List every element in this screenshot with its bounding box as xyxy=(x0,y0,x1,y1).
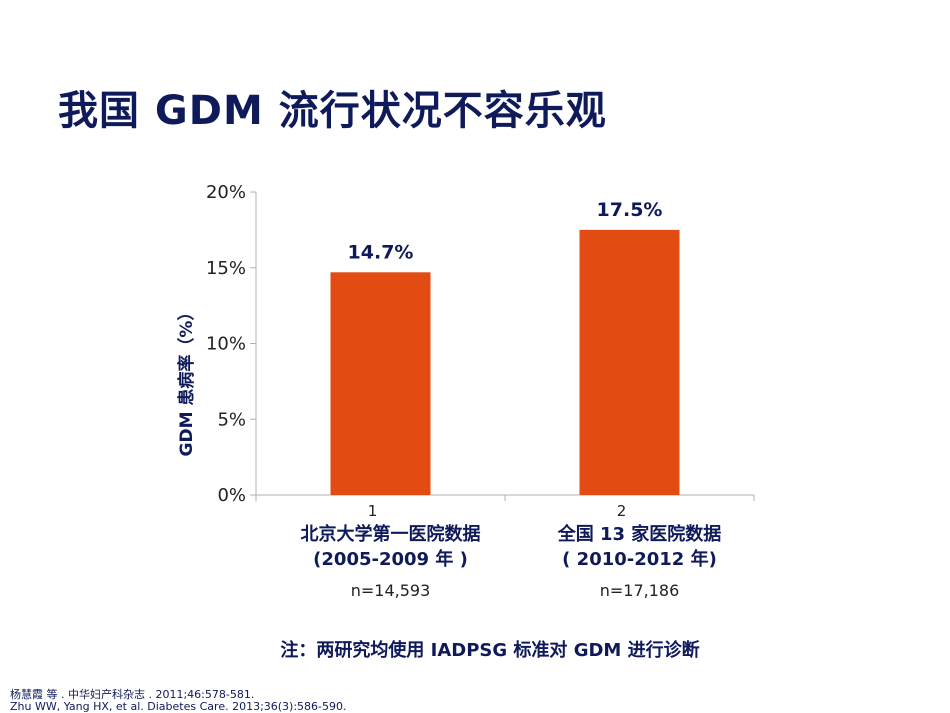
y-axis-label: GDM 患病率（%） xyxy=(176,304,197,457)
category-n-1: n=14,593 xyxy=(351,581,431,600)
y-tick-label: 15% xyxy=(206,258,246,279)
slide-title: 我国 GDM 流行状况不容乐观 xyxy=(58,88,607,134)
chart-bars xyxy=(330,229,680,495)
category-period-2: ( 2010-2012 年) xyxy=(562,548,717,570)
chart-axes: 0% 5% 10% 15% 20% GDM 患病率（%） xyxy=(176,182,755,506)
y-tick-label: 10% xyxy=(206,334,246,355)
category-index-1: 1 xyxy=(368,502,378,520)
category-n-2: n=17,186 xyxy=(600,581,680,600)
data-label-2: 17.5% xyxy=(597,199,663,221)
category-name-1: 北京大学第一医院数据 xyxy=(301,523,481,545)
reference-1: 杨慧霞 等 . 中华妇产科杂志 . 2011;46:578-581. xyxy=(10,688,255,701)
category-name-2: 全国 13 家医院数据 xyxy=(557,523,722,545)
y-tick-label: 20% xyxy=(206,182,246,203)
bar-1 xyxy=(330,272,431,495)
bar-2 xyxy=(579,229,680,495)
y-tick-label: 0% xyxy=(217,485,246,506)
reference-2: Zhu WW, Yang HX, et al. Diabetes Care. 2… xyxy=(10,700,347,713)
category-index-2: 2 xyxy=(617,502,627,520)
data-label-1: 14.7% xyxy=(348,241,414,263)
y-tick-label: 5% xyxy=(217,409,246,430)
chart-labels: 14.7% 1 北京大学第一医院数据 (2005-2009 年 ) n=14,593 17… xyxy=(301,199,722,600)
footnote-note: 注：两研究均使用 IADPSG 标准对 GDM 进行诊断 xyxy=(280,640,700,661)
category-period-1: (2005-2009 年 ) xyxy=(313,548,468,570)
